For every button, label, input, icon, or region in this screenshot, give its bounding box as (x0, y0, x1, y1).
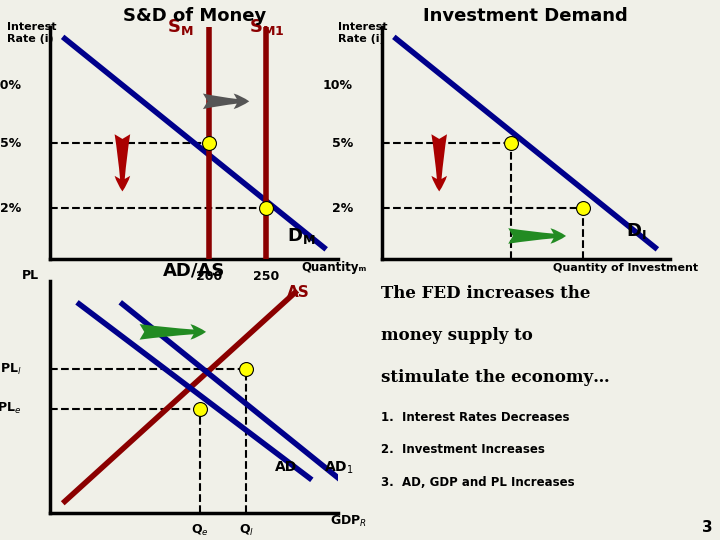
Text: 5%: 5% (331, 137, 353, 150)
Text: 10%: 10% (0, 78, 22, 92)
Title: S&D of Money: S&D of Money (123, 8, 266, 25)
Text: PL$_l$: PL$_l$ (0, 361, 22, 376)
Text: Quantity of Investment: Quantity of Investment (553, 263, 698, 273)
Text: AD: AD (275, 460, 297, 474)
Text: $\mathbf{S_M}$: $\mathbf{S_M}$ (167, 17, 193, 37)
Text: 2%: 2% (331, 201, 353, 214)
Text: GDP$_R$: GDP$_R$ (330, 514, 367, 529)
Text: $\mathbf{D_I}$: $\mathbf{D_I}$ (626, 221, 647, 241)
Title: AD/AS: AD/AS (163, 261, 225, 279)
Text: $\mathbf{D_M}$: $\mathbf{D_M}$ (287, 226, 315, 246)
Text: Q$_e$: Q$_e$ (192, 523, 209, 538)
Text: AD$_1$: AD$_1$ (324, 459, 354, 476)
Text: Q$_l$: Q$_l$ (238, 523, 254, 538)
Text: 3.  AD, GDP and PL Increases: 3. AD, GDP and PL Increases (381, 476, 575, 489)
Text: Interest
Rate (i): Interest Rate (i) (338, 22, 388, 44)
Text: PL: PL (22, 269, 39, 282)
Text: 3: 3 (702, 519, 713, 535)
Text: Quantityₘ: Quantityₘ (302, 261, 367, 274)
Text: AS: AS (287, 285, 310, 300)
Text: stimulate the economy…: stimulate the economy… (381, 369, 610, 386)
Text: 200: 200 (196, 270, 222, 283)
Text: money supply to: money supply to (381, 327, 533, 344)
Text: PL$_e$: PL$_e$ (0, 401, 22, 416)
Title: Investment Demand: Investment Demand (423, 8, 628, 25)
Text: 2%: 2% (0, 201, 22, 214)
Text: 2.  Investment Increases: 2. Investment Increases (381, 443, 545, 456)
Text: 5%: 5% (0, 137, 22, 150)
Text: 250: 250 (253, 270, 279, 283)
Text: $\mathbf{S_{M1}}$: $\mathbf{S_{M1}}$ (248, 17, 284, 37)
Text: 1.  Interest Rates Decreases: 1. Interest Rates Decreases (381, 411, 570, 424)
Text: The FED increases the: The FED increases the (381, 286, 590, 302)
Text: 10%: 10% (323, 78, 353, 92)
Text: Interest
Rate (i): Interest Rate (i) (7, 22, 57, 44)
